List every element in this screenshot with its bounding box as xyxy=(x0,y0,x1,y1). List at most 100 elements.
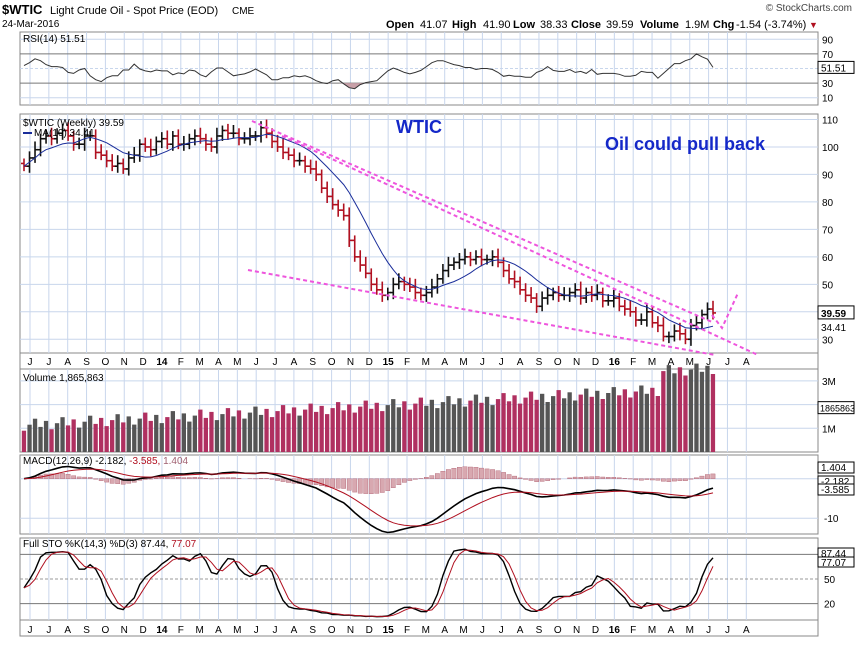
chg-value: -1.54 (-3.74%) xyxy=(736,19,806,31)
macd-histogram-bar xyxy=(496,471,500,479)
macd-histogram-bar xyxy=(557,479,561,480)
volume-bar xyxy=(518,404,522,452)
volume-bar xyxy=(110,420,114,452)
macd-histogram-bar xyxy=(468,467,472,479)
date-tick-label: J xyxy=(254,625,259,636)
volume-tick-label: 1M xyxy=(822,424,836,435)
volume-bar xyxy=(353,413,357,452)
sto-d-value: 77.07 xyxy=(171,539,196,550)
macd-histogram-bar xyxy=(402,479,406,483)
panel-sto xyxy=(20,538,818,620)
volume-bar xyxy=(419,398,423,452)
macd-histogram-bar xyxy=(198,478,202,479)
volume-bar xyxy=(364,401,368,452)
date-tick-label: A xyxy=(291,357,298,368)
macd-histogram-bar xyxy=(490,470,494,479)
volume-bar xyxy=(88,416,92,452)
date-tick-label: A xyxy=(668,625,675,636)
date-tick-label: J xyxy=(273,357,278,368)
date-tick-label: F xyxy=(630,357,636,368)
volume-bar xyxy=(413,404,417,452)
date-tick-label: J xyxy=(706,625,711,636)
volume-bar xyxy=(242,419,246,452)
volume-bar xyxy=(485,397,489,452)
volume-bar xyxy=(535,400,539,452)
high-label: High xyxy=(452,19,477,31)
volume-bar xyxy=(66,425,70,452)
volume-bar xyxy=(55,423,59,452)
date-tick-label: A xyxy=(743,357,750,368)
date-tick-label: O xyxy=(554,357,562,368)
volume-label: Volume xyxy=(640,19,679,31)
macd-histogram-bar xyxy=(77,477,81,479)
macd-histogram-bar xyxy=(573,477,577,479)
date-tick-label: N xyxy=(573,625,580,636)
macd-histogram-bar xyxy=(457,467,461,478)
down-arrow-icon: ▼ xyxy=(809,20,818,30)
date-label: 24-Mar-2016 xyxy=(2,19,60,30)
volume-bar xyxy=(259,415,263,452)
volume-bar xyxy=(397,407,401,452)
date-tick-label: 16 xyxy=(609,625,621,636)
volume-bar xyxy=(342,410,346,452)
volume-bar xyxy=(325,414,329,452)
date-tick-label: J xyxy=(499,625,504,636)
volume-bar xyxy=(645,394,649,452)
macd-histogram-bar xyxy=(579,477,583,478)
volume-bar xyxy=(270,417,274,452)
date-tick-label: A xyxy=(215,357,222,368)
date-tick-label: S xyxy=(83,625,90,636)
macd-histogram-bar xyxy=(88,477,92,478)
macd-histogram-bar xyxy=(568,478,572,479)
macd-histogram-bar xyxy=(617,478,621,479)
macd-histogram-bar xyxy=(231,478,235,479)
macd-histogram-bar xyxy=(331,479,335,488)
rsi-tick-label: 70 xyxy=(822,50,834,61)
macd-histogram-bar xyxy=(551,479,555,480)
macd-panel-label: MACD(12,26,9) -2.182, -3.585, 1.404 xyxy=(23,456,189,467)
macd-histogram-bar xyxy=(116,479,120,484)
volume-bar xyxy=(226,408,230,452)
sto-panel-label: Full STO %K(14,3) %D(3) 87.44, 77.07 xyxy=(23,539,197,550)
volume-bar xyxy=(138,419,142,452)
volume-bar xyxy=(590,397,594,452)
macd-histogram-bar xyxy=(380,479,384,493)
volume-bar xyxy=(683,376,687,453)
date-tick-label: A xyxy=(517,625,524,636)
volume-bar xyxy=(628,398,632,453)
date-tick-label: M xyxy=(686,357,694,368)
macd-histogram-bar xyxy=(452,468,456,479)
volume-bar xyxy=(220,414,224,452)
rsi-tick-label: 10 xyxy=(822,94,834,105)
volume-bar xyxy=(479,403,483,452)
volume-bar xyxy=(661,371,665,452)
volume-bar xyxy=(375,403,379,452)
volume-bar xyxy=(154,415,158,452)
volume-bar xyxy=(562,398,566,452)
macd-histogram-bar xyxy=(353,479,357,492)
volume-bar xyxy=(105,426,109,452)
ma-legend-label: MA(10) 34.41 xyxy=(34,128,95,139)
date-tick-label: A xyxy=(441,625,448,636)
volume-bar xyxy=(424,406,428,452)
macd-histogram-bar xyxy=(99,479,103,481)
price-tick-label: 50 xyxy=(822,280,834,291)
macd-histogram-bar xyxy=(83,477,87,479)
volume-bar xyxy=(380,411,384,452)
date-tick-label: D xyxy=(139,625,146,636)
macd-histogram-bar xyxy=(463,467,467,479)
volume-panel-label: Volume 1,865,863 xyxy=(23,373,104,384)
macd-histogram-bar xyxy=(441,471,445,478)
date-tick-label: D xyxy=(139,357,146,368)
date-tick-label: A xyxy=(291,625,298,636)
volume-bar xyxy=(656,396,660,452)
volume-bar xyxy=(127,416,131,452)
macd-value: -2.182, xyxy=(95,456,129,467)
macd-histogram-bar xyxy=(546,479,550,481)
date-tick-label: J xyxy=(28,625,33,636)
volume-bar xyxy=(286,413,290,452)
volume-bar xyxy=(336,402,340,452)
macd-histogram-bar xyxy=(639,479,643,481)
volume-bar xyxy=(204,418,208,452)
